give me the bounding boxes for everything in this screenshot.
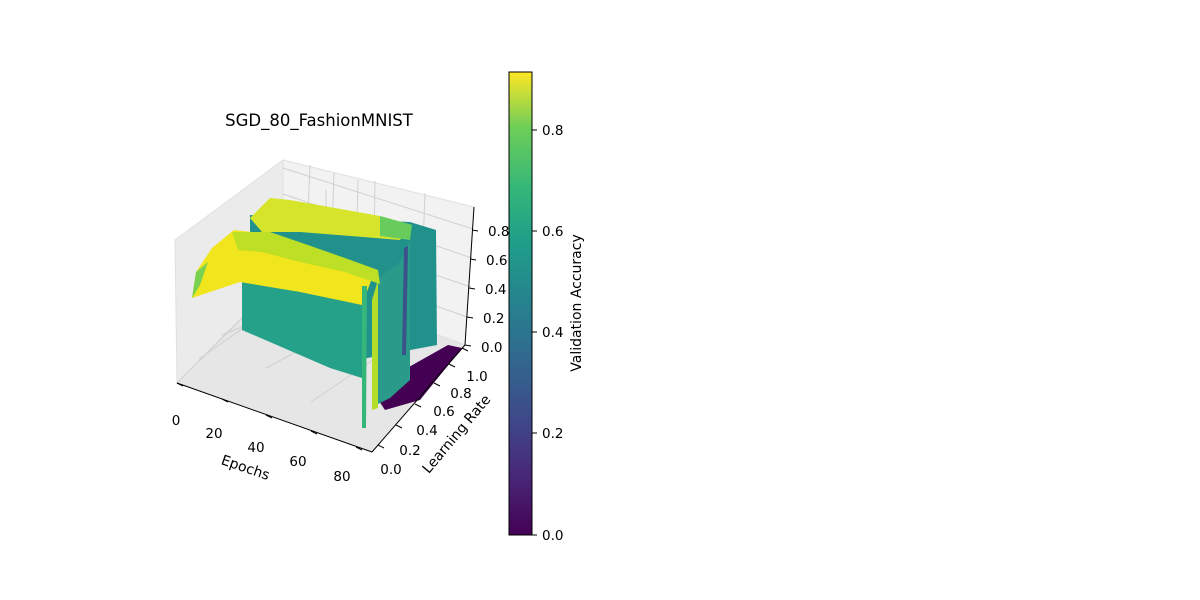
z-tick-mark <box>466 316 474 319</box>
x-tick-mark <box>265 414 273 419</box>
x-tick-label: 60 <box>289 454 306 470</box>
y-tick-mark <box>414 403 422 408</box>
colorbar-tick-label: 0.8 <box>542 123 563 139</box>
x-tick-mark <box>221 398 229 403</box>
z-tick-mark <box>469 258 477 261</box>
y-tick-mark <box>377 444 385 449</box>
y-tick-label: 1.0 <box>466 369 487 385</box>
z-tick-mark <box>468 287 476 290</box>
x-tick-label: 20 <box>205 426 222 442</box>
chart-title: SGD_80_FashionMNIST <box>225 111 414 131</box>
z-tick-mark <box>464 344 472 347</box>
y-tick-mark <box>433 382 441 387</box>
x-axis-label: Epochs <box>219 452 272 483</box>
x-tick-mark <box>310 430 318 435</box>
surface-spike-high <box>402 246 408 355</box>
x-tick-label: 0 <box>172 413 181 429</box>
surface-far-plateau-right <box>380 216 412 240</box>
colorbar-label: Validation Accuracy <box>569 234 585 372</box>
y-tick-mark <box>448 363 456 368</box>
x-tick-mark <box>176 382 184 387</box>
colorbar-tick-label: 0.0 <box>542 528 563 544</box>
surface-plot <box>192 198 462 428</box>
z-tick-label: 0.2 <box>483 311 504 327</box>
surface-floor-dark <box>375 345 462 410</box>
z-tick-label: 0.0 <box>481 340 502 356</box>
z-tick-label: 0.8 <box>488 224 509 240</box>
z-tick-label: 0.4 <box>485 282 506 298</box>
surface-far-plateau <box>250 198 412 240</box>
surface-near-plateau-edge <box>192 262 208 298</box>
y-tick-mark <box>461 347 469 352</box>
y-tick-label: 0.4 <box>416 423 437 439</box>
x-axis-line <box>176 382 373 453</box>
y-axis-line <box>371 344 466 453</box>
y-tick-mark <box>395 424 403 429</box>
colorbar-tick-label: 0.6 <box>542 224 563 240</box>
y-tick-label: 0.8 <box>450 386 471 402</box>
z-tick-label: 0.6 <box>486 253 507 269</box>
y-tick-label: 0.0 <box>380 462 401 478</box>
colorbar-tick-label: 0.2 <box>542 426 563 442</box>
surface-side-edge <box>372 280 378 410</box>
colorbar-gradient <box>508 71 533 536</box>
surface-near-ridge <box>232 232 380 284</box>
x-tick-mark <box>355 446 363 451</box>
surface-right-strip <box>376 240 410 405</box>
colorbar: 0.0 0.2 0.4 0.6 0.8 Validation Accuracy <box>508 71 585 544</box>
z-axis: 0.0 0.2 0.4 0.6 0.8 <box>464 206 509 356</box>
y-tick-label: 0.6 <box>433 404 454 420</box>
colorbar-tick-label: 0.4 <box>542 325 563 341</box>
surface-spike-low <box>362 286 367 428</box>
x-tick-label: 40 <box>247 440 264 456</box>
z-tick-mark <box>471 229 479 232</box>
x-tick-label: 80 <box>333 469 350 485</box>
y-tick-label: 0.2 <box>399 443 420 459</box>
